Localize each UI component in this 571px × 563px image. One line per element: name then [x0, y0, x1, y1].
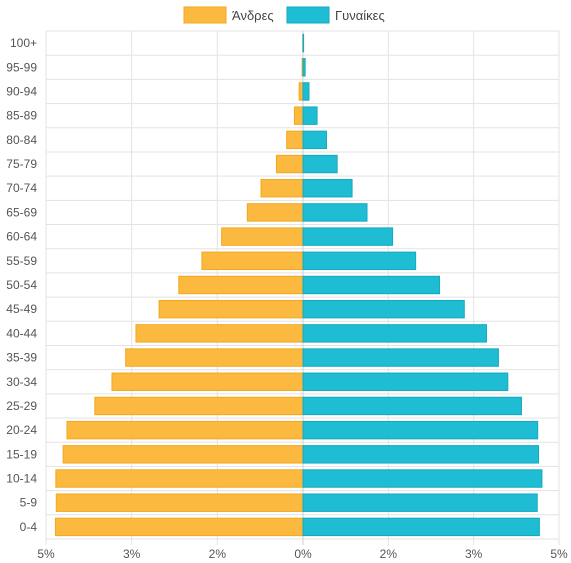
bar-female-40-44	[302, 324, 487, 343]
y-tick-label: 45-49	[6, 302, 37, 316]
bar-female-25-29	[302, 396, 522, 416]
bar-female-60-64	[302, 227, 394, 246]
y-tick-label: 15-19	[6, 447, 37, 461]
y-tick-label: 75-79	[6, 157, 37, 171]
legend-label-female: Γυναίκες	[335, 8, 385, 23]
bar-male-0-4	[54, 517, 304, 537]
y-tick-label: 5-9	[20, 496, 38, 510]
y-tick-label: 65-69	[6, 205, 37, 219]
y-tick-label: 70-74	[6, 181, 37, 195]
legend-label-male: Άνδρες	[232, 8, 274, 23]
bar-female-10-14	[302, 469, 543, 488]
x-tick-label: 3%	[465, 547, 483, 561]
bar-male-45-49	[158, 299, 304, 319]
bar-female-15-19	[302, 445, 540, 464]
bar-female-50-54	[302, 275, 441, 295]
bar-male-30-34	[111, 372, 304, 391]
bar-male-75-79	[275, 154, 304, 174]
bar-female-45-49	[302, 299, 465, 319]
y-tick-label: 60-64	[6, 230, 37, 244]
y-tick-label: 90-94	[6, 84, 37, 98]
bar-female-85-89	[302, 106, 318, 125]
y-tick-label: 10-14	[6, 472, 37, 486]
chart-bars	[54, 33, 543, 537]
x-tick-label: 2%	[209, 547, 227, 561]
y-tick-label: 25-29	[6, 399, 37, 413]
bar-female-5-9	[302, 493, 538, 512]
x-tick-label: 5%	[550, 547, 568, 561]
bar-female-100+	[302, 33, 305, 53]
x-axis: 5% 3% 2% 0% 2% 3% 5%	[37, 547, 568, 561]
x-tick-label: 0%	[294, 547, 312, 561]
y-tick-label: 20-24	[6, 423, 37, 437]
y-tick-label: 30-34	[6, 375, 37, 389]
y-tick-label: 85-89	[6, 109, 37, 123]
y-tick-label: 35-39	[6, 351, 37, 365]
y-tick-label: 40-44	[6, 326, 37, 340]
chart-legend: Άνδρες Γυναίκες	[183, 6, 385, 24]
bar-male-40-44	[135, 324, 304, 343]
bar-male-80-84	[286, 130, 304, 150]
bar-female-20-24	[302, 420, 539, 440]
y-tick-label: 80-84	[6, 133, 37, 147]
bar-male-35-39	[125, 348, 304, 367]
bar-male-5-9	[55, 493, 304, 512]
bar-male-50-54	[178, 275, 304, 295]
x-tick-label: 3%	[123, 547, 141, 561]
legend-swatch-female	[286, 6, 330, 24]
bar-male-55-59	[201, 251, 304, 271]
bar-male-15-19	[62, 445, 304, 464]
bar-female-95-99	[302, 58, 306, 77]
bar-male-85-89	[293, 106, 304, 125]
bar-male-25-29	[94, 396, 304, 416]
bar-female-65-69	[302, 203, 368, 222]
x-tick-label: 5%	[37, 547, 55, 561]
bar-female-75-79	[302, 154, 338, 174]
y-tick-label: 50-54	[6, 278, 37, 292]
bar-male-60-64	[221, 227, 304, 246]
bar-male-90-94	[298, 82, 304, 101]
y-tick-label: 0-4	[20, 520, 38, 534]
y-tick-label: 55-59	[6, 254, 37, 268]
y-tick-label: 100+	[10, 36, 37, 50]
bar-female-80-84	[302, 130, 327, 150]
bar-female-35-39	[302, 348, 499, 367]
y-axis: 100+ 95-99 90-94 85-89 80-84 75-79 70-74 65-69 6…	[6, 36, 37, 534]
x-tick-label: 2%	[380, 547, 398, 561]
bar-female-30-34	[302, 372, 509, 391]
bar-male-65-69	[246, 203, 304, 222]
bar-male-70-74	[260, 179, 304, 198]
bar-female-90-94	[302, 82, 310, 101]
bar-female-0-4	[302, 517, 540, 537]
y-tick-label: 95-99	[6, 60, 37, 74]
bar-female-55-59	[302, 251, 417, 271]
bar-female-70-74	[302, 179, 353, 198]
bar-male-20-24	[66, 420, 304, 440]
legend-swatch-male	[183, 6, 227, 24]
bar-male-10-14	[55, 469, 304, 488]
